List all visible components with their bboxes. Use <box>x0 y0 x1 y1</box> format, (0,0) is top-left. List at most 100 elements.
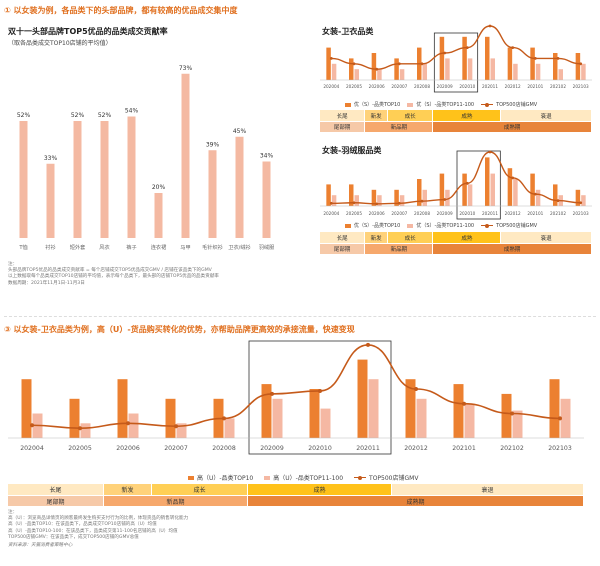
gmv-point <box>397 62 401 66</box>
period-band: 尾部期 <box>320 122 365 132</box>
bar <box>235 136 244 238</box>
bar-series-2 <box>490 58 495 80</box>
legend-line-icon <box>481 102 494 107</box>
chart3-legend-1: 优（S）-品类TOP11-100 <box>416 223 475 229</box>
gmv-point <box>30 423 34 428</box>
x-tick-label: 202012 <box>404 445 428 452</box>
section3-title: ③ 以女装-卫衣品类为例，高（U）-货品购买转化的优势，亦帮助品牌更高效的承接流… <box>4 325 355 334</box>
chart3-legend-0: 优（S）-品类TOP10 <box>354 223 401 229</box>
x-tick-label: 202006 <box>116 445 140 452</box>
gmv-point <box>352 201 356 205</box>
bar-series-1 <box>507 47 513 80</box>
bar-series-2 <box>416 398 427 438</box>
x-tick-label: 连衣裙 <box>151 243 167 251</box>
bar-series-1 <box>575 53 581 80</box>
bar-series-1 <box>117 379 128 438</box>
x-tick-label: 羽绒服 <box>259 243 275 251</box>
bar-series-2 <box>320 408 331 438</box>
gmv-point <box>556 199 560 202</box>
bar-series-2 <box>467 184 473 206</box>
bar-series-1 <box>439 36 445 80</box>
bar-series-2 <box>512 410 523 438</box>
gmv-point <box>414 387 418 391</box>
chart1-subtitle: （取各品类成交TOP10店铺的平均值） <box>8 40 112 47</box>
bar-series-1 <box>507 168 513 206</box>
gmv-point <box>556 57 560 60</box>
x-tick-label: 202103 <box>573 211 589 216</box>
bar-series-1 <box>530 173 535 206</box>
gmv-line <box>31 344 561 430</box>
legend-line-icon <box>481 223 494 228</box>
chart1-title: 双十一头部品牌TOP5优品的品类成交贡献率 <box>8 27 168 36</box>
chart4-legend-1: 高（U）-品类TOP11-100 <box>273 475 344 482</box>
bar-series-1 <box>69 398 80 438</box>
bar-series-2 <box>272 398 283 438</box>
stage-band: 长尾 <box>320 232 365 243</box>
stage-band: 成长 <box>388 110 433 121</box>
data-label: 54% <box>125 108 139 115</box>
chart4-legend-0: 高（U）-品类TOP10 <box>197 475 254 482</box>
x-tick-label: 衬衫 <box>45 243 55 251</box>
bar-series-2 <box>513 179 518 206</box>
bar-series-2 <box>581 195 586 206</box>
bar <box>127 116 136 238</box>
bar <box>19 121 28 238</box>
bar-series-1 <box>309 389 320 438</box>
legend-swatch-light <box>264 475 271 480</box>
data-label: 34% <box>260 153 274 160</box>
stage-band: 成长 <box>388 232 433 243</box>
chart4-legend: 高（U）-品类TOP10 高（U）-品类TOP11-100 TOP500店铺GM… <box>188 473 418 482</box>
chart3-legend: 优（S）-品类TOP10 优（S）-品类TOP11-100 TOP500店铺GM… <box>345 222 537 229</box>
data-label: 52% <box>71 112 85 119</box>
stage-band: 成熟 <box>248 484 391 495</box>
gmv-point <box>366 342 370 347</box>
x-tick-label: 202004 <box>20 445 44 452</box>
bar-series-2 <box>354 195 359 206</box>
bar-series-1 <box>326 47 331 80</box>
x-tick-label: 202011 <box>356 445 380 452</box>
gmv-point <box>420 199 424 203</box>
bar-series-2 <box>377 195 382 206</box>
x-tick-label: 202012 <box>505 211 521 216</box>
x-tick-label: 202009 <box>260 445 284 452</box>
chart1-note-2: 以上数据取每个品类成交TOP10店铺的平均值，表示每个品类下，最头部的店铺TOP… <box>8 274 219 280</box>
period-band: 新品期 <box>365 244 433 254</box>
bar <box>73 121 82 238</box>
bar-series-1 <box>405 379 416 438</box>
x-tick-label: 202101 <box>527 84 543 89</box>
x-tick-label: 202012 <box>505 84 521 89</box>
gmv-point <box>318 388 322 393</box>
x-tick-label: 202004 <box>323 211 339 216</box>
x-tick-label: 202009 <box>437 211 453 216</box>
bar-series-2 <box>490 173 495 206</box>
period-band: 成熟期 <box>433 122 591 132</box>
bar-series-1 <box>553 184 558 206</box>
gmv-point <box>78 426 82 431</box>
x-tick-label: 202101 <box>452 445 476 452</box>
gmv-line <box>331 151 581 205</box>
x-tick-label: 202006 <box>369 84 385 89</box>
x-tick-label: 202102 <box>500 445 524 452</box>
stage-band: 成熟 <box>433 110 501 121</box>
bar <box>208 150 217 238</box>
bar-series-2 <box>176 423 187 438</box>
x-tick-label: 202004 <box>323 84 339 89</box>
x-tick-label: 202007 <box>391 211 407 216</box>
gmv-line <box>331 25 581 70</box>
gmv-point <box>488 24 492 28</box>
bar-series-1 <box>261 384 272 438</box>
bar-series-1 <box>165 398 176 438</box>
chart2-svg: 202004 202005 202006 202007 202008 202009 2020… <box>320 24 592 93</box>
bar-series-2 <box>581 63 586 80</box>
bar-series-2 <box>399 69 405 80</box>
gmv-point <box>510 411 514 416</box>
chart1-svg: 52% T恤 33% 衬衫 52% 短外套 52% 风衣 54% 裤子 20% 连衣裙 73% 马甲 39%… <box>17 65 275 251</box>
gmv-point <box>533 57 537 60</box>
bar-series-1 <box>549 379 560 438</box>
stage-band: 衰退 <box>501 232 591 243</box>
x-tick-label: 毛针织衫 <box>202 243 223 251</box>
legend-line-icon <box>354 475 367 480</box>
period-band: 新品期 <box>365 122 433 132</box>
chart4-note-3: 高（U）-品类TOP10-100：在该品类下，品类成交第11-100名店铺的高（… <box>8 528 178 534</box>
x-tick-label: 202010 <box>308 445 332 452</box>
